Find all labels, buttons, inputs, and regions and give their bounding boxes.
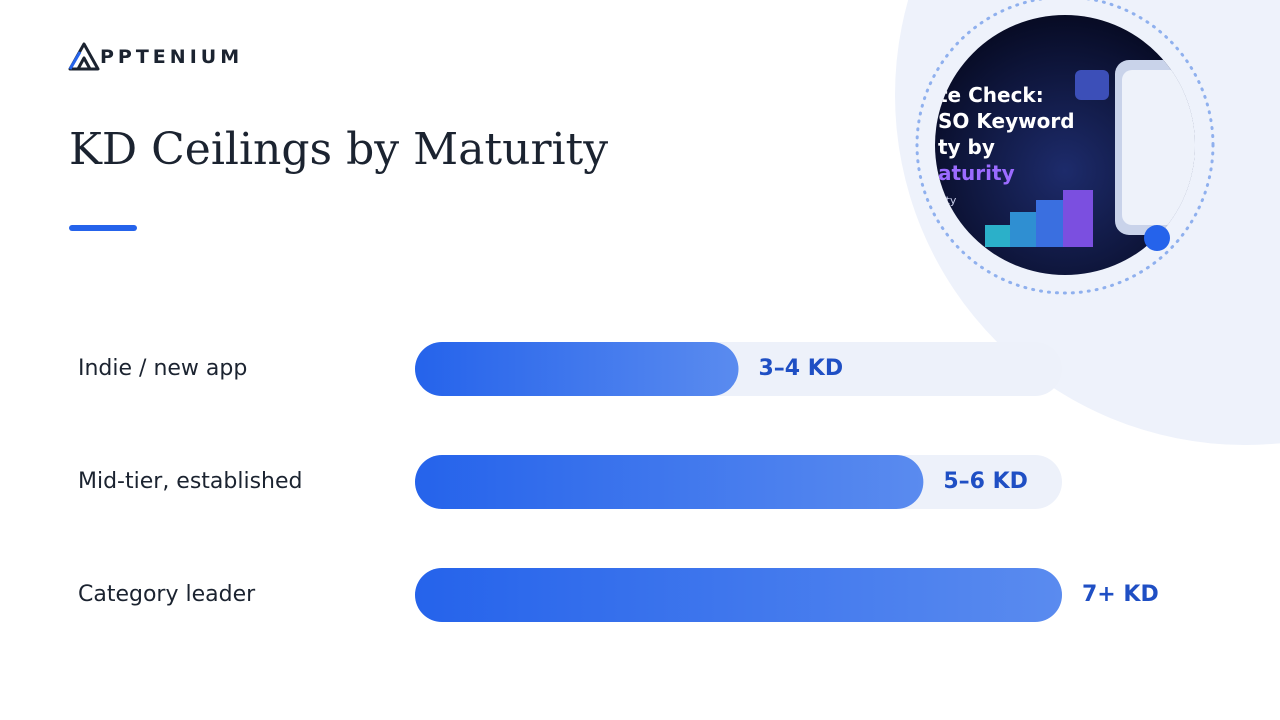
thumbnail-text: ty by [938, 135, 995, 159]
logo-mark [68, 42, 100, 71]
category-label: Category leader [78, 582, 256, 607]
thumbnail-text: aturity [938, 161, 1015, 185]
step [1036, 200, 1064, 247]
thumbnail-text: SO Keyword [938, 109, 1075, 133]
step [1010, 212, 1038, 247]
bar [415, 568, 1062, 622]
logo-accent [68, 51, 82, 70]
step [985, 225, 1011, 247]
bar [415, 342, 739, 396]
accent-dot [1144, 225, 1170, 251]
category-label: Mid-tier, established [78, 469, 303, 494]
value-label: 5–6 KD [943, 469, 1028, 494]
step [1063, 190, 1093, 247]
value-label: 3–4 KD [759, 356, 844, 381]
value-label: 7+ KD [1082, 582, 1159, 607]
search-icon [1075, 70, 1109, 100]
logo-text: PPTENIUM [100, 46, 243, 68]
title-underline [69, 225, 137, 231]
phone-screen [1122, 70, 1195, 225]
dotted-ring [915, 0, 1215, 295]
category-label: Indie / new app [78, 356, 247, 381]
thumbnail-text: te Check: [938, 83, 1044, 107]
bar [415, 455, 924, 509]
chart-title: KD Ceilings by Maturity [69, 124, 608, 175]
